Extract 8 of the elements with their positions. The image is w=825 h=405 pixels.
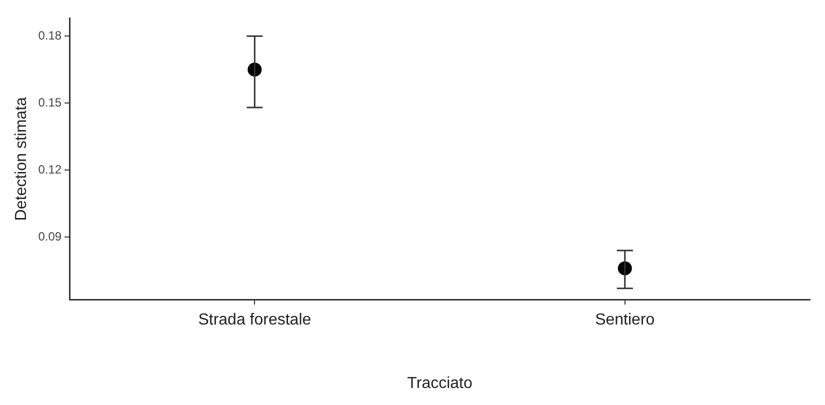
- y-tick-label: 0.18: [38, 28, 62, 42]
- x-tick-label: Strada forestale: [198, 312, 312, 329]
- x-tick-label: Sentiero: [595, 312, 655, 329]
- y-tick-label: 0.12: [38, 162, 62, 176]
- y-tick-label: 0.09: [38, 229, 62, 244]
- x-axis-title: Tracciato: [407, 374, 472, 392]
- y-axis-title: Detection stimata: [13, 96, 30, 221]
- y-tick-label: 0.15: [38, 95, 62, 110]
